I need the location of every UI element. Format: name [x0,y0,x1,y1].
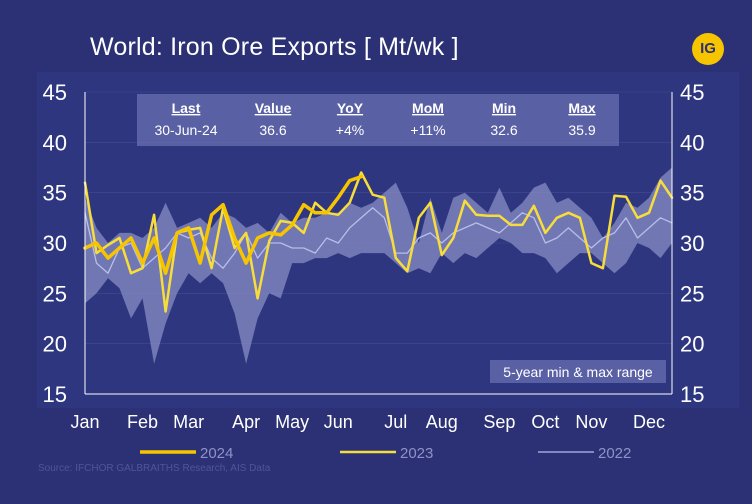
chart-title: World: Iron Ore Exports [ Mt/wk ] [90,33,459,61]
range-label-box: 5-year min & max range [490,360,666,383]
y-tick-label-right: 45 [680,80,704,105]
y-tick-label-left: 20 [43,332,67,357]
series-line-2022 [84,207,673,274]
y-tick-label-right: 20 [680,332,704,357]
range-band-area [85,167,672,364]
x-tick-label: Jun [324,412,353,432]
stats-table-bg [137,94,619,146]
stats-header-cell: Last [172,100,201,116]
stats-value-cell: 30-Jun-24 [154,122,217,138]
x-tick-label: Oct [531,412,559,432]
x-tick-label: Nov [575,412,607,432]
range-label-bg [490,360,666,383]
stats-header-cell: Min [492,100,516,116]
y-tick-label-right: 15 [680,382,704,407]
x-tick-label: May [275,412,309,432]
x-tick-label: Feb [127,412,158,432]
y-tick-label-left: 35 [43,181,67,206]
range-label: 5-year min & max range [503,364,653,380]
x-tick-label: Mar [173,412,204,432]
y-tick-label-left: 45 [43,80,67,105]
y-tick-label-right: 40 [680,130,704,155]
stats-header-cell: MoM [412,100,444,116]
stats-value-cell: +4% [336,122,364,138]
stats-table: Last Value YoY MoM Min Max 30-Jun-24 36.6 +4% +1… [137,94,619,146]
stats-header-cell: Max [568,100,595,116]
legend-label-2023: 2023 [400,445,433,462]
x-tick-label: Aug [426,412,458,432]
stats-header-cell: YoY [337,100,364,116]
y-tick-label-left: 25 [43,281,67,306]
stats-header-cell: Value [255,100,292,116]
stats-value-cell: +11% [410,122,445,138]
y-tick-label-right: 35 [680,181,704,206]
legend-label-2022: 2022 [598,445,631,462]
stats-value-cell: 32.6 [490,122,517,138]
series-line-2024 [83,174,363,275]
stats-value-cell: 35.9 [568,122,595,138]
x-tick-label: Jul [384,412,407,432]
source-note: Source: IFCHOR GALBRAITHS Research, AIS … [38,463,271,474]
y-tick-label-left: 40 [43,130,67,155]
legend-label-2024: 2024 [200,445,233,462]
y-tick-label-left: 30 [43,231,67,256]
x-tick-label: Apr [232,412,260,432]
ig-logo: IG [692,33,724,65]
stats-value-cell: 36.6 [259,122,286,138]
y-tick-label-left: 15 [43,382,67,407]
x-tick-label: Sep [483,412,515,432]
x-tick-label: Jan [70,412,99,432]
x-tick-label: Dec [633,412,665,432]
y-tick-label-right: 25 [680,281,704,306]
y-tick-label-right: 30 [680,231,704,256]
